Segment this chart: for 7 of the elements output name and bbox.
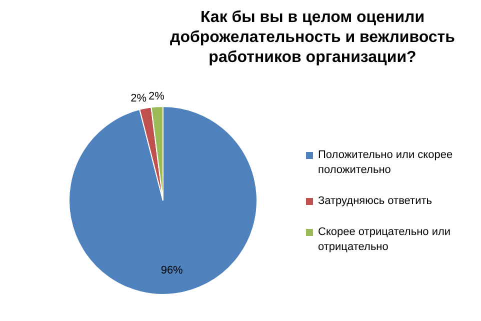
legend-label: Скорее отрицательно или отрицательно: [318, 225, 452, 255]
data-label: 2%: [148, 90, 165, 103]
legend-label: Положительно или скорее положительно: [318, 148, 454, 178]
chart-title: Как бы вы в целом оценили доброжелательность и вежливость работников организации?: [169, 8, 456, 68]
legend-label: Затрудняюсь ответить: [318, 194, 432, 209]
data-label: 96%: [160, 264, 184, 276]
data-label: 2%: [130, 92, 147, 104]
